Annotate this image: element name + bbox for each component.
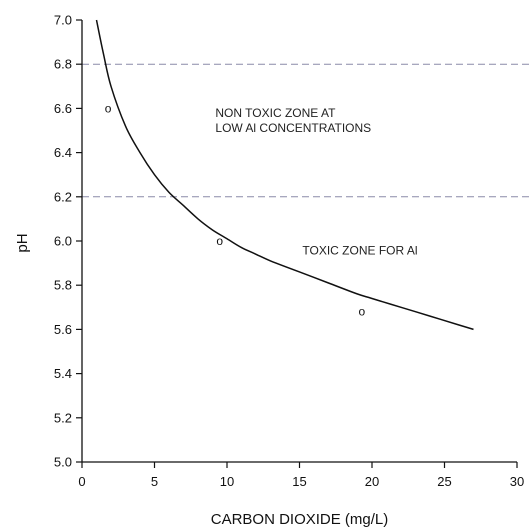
y-axis: 5.0 5.2 5.4 5.6 5.8 6.0 6.2 6.4 6.6 6.8 7.0 xyxy=(54,13,83,470)
y-tick-label: 5.8 xyxy=(54,278,72,293)
data-point-marker: o xyxy=(105,101,112,115)
x-tick-label: 15 xyxy=(292,474,306,489)
x-tick-label: 25 xyxy=(437,474,451,489)
x-tick-label: 5 xyxy=(151,474,158,489)
y-tick-label: 6.6 xyxy=(54,101,72,116)
y-tick-label: 5.4 xyxy=(54,366,72,381)
x-tick-label: 30 xyxy=(510,474,524,489)
zone-annotation: NON TOXIC ZONE AT xyxy=(215,106,336,120)
y-tick-label: 6.8 xyxy=(54,57,72,72)
x-axis: 0 5 10 15 20 25 30 xyxy=(78,461,524,489)
data-curve-group xyxy=(95,19,474,331)
y-tick-label: 5.0 xyxy=(54,455,72,470)
ph-co2-curve xyxy=(95,19,474,331)
zone-annotation: TOXIC ZONE FOR Al xyxy=(302,243,417,257)
y-tick-label: 5.6 xyxy=(54,322,72,337)
x-tick-label: 20 xyxy=(365,474,379,489)
x-axis-label: CARBON DIOXIDE (mg/L) xyxy=(211,511,389,528)
reference-lines xyxy=(82,63,529,198)
y-tick-label: 7.0 xyxy=(54,13,72,28)
zone-annotation: LOW Al CONCENTRATIONS xyxy=(215,121,371,135)
y-tick-label: 5.2 xyxy=(54,410,72,425)
data-point-marker: o xyxy=(216,234,223,248)
y-tick-label: 6.2 xyxy=(54,189,72,204)
y-tick-label: 6.0 xyxy=(54,234,72,249)
y-axis-label: pH xyxy=(14,233,31,252)
y-tick-label: 6.4 xyxy=(54,145,72,160)
x-tick-label: 0 xyxy=(78,474,85,489)
data-point-marker: o xyxy=(359,305,366,319)
x-tick-label: 10 xyxy=(220,474,234,489)
data-points: o o o xyxy=(105,101,366,318)
